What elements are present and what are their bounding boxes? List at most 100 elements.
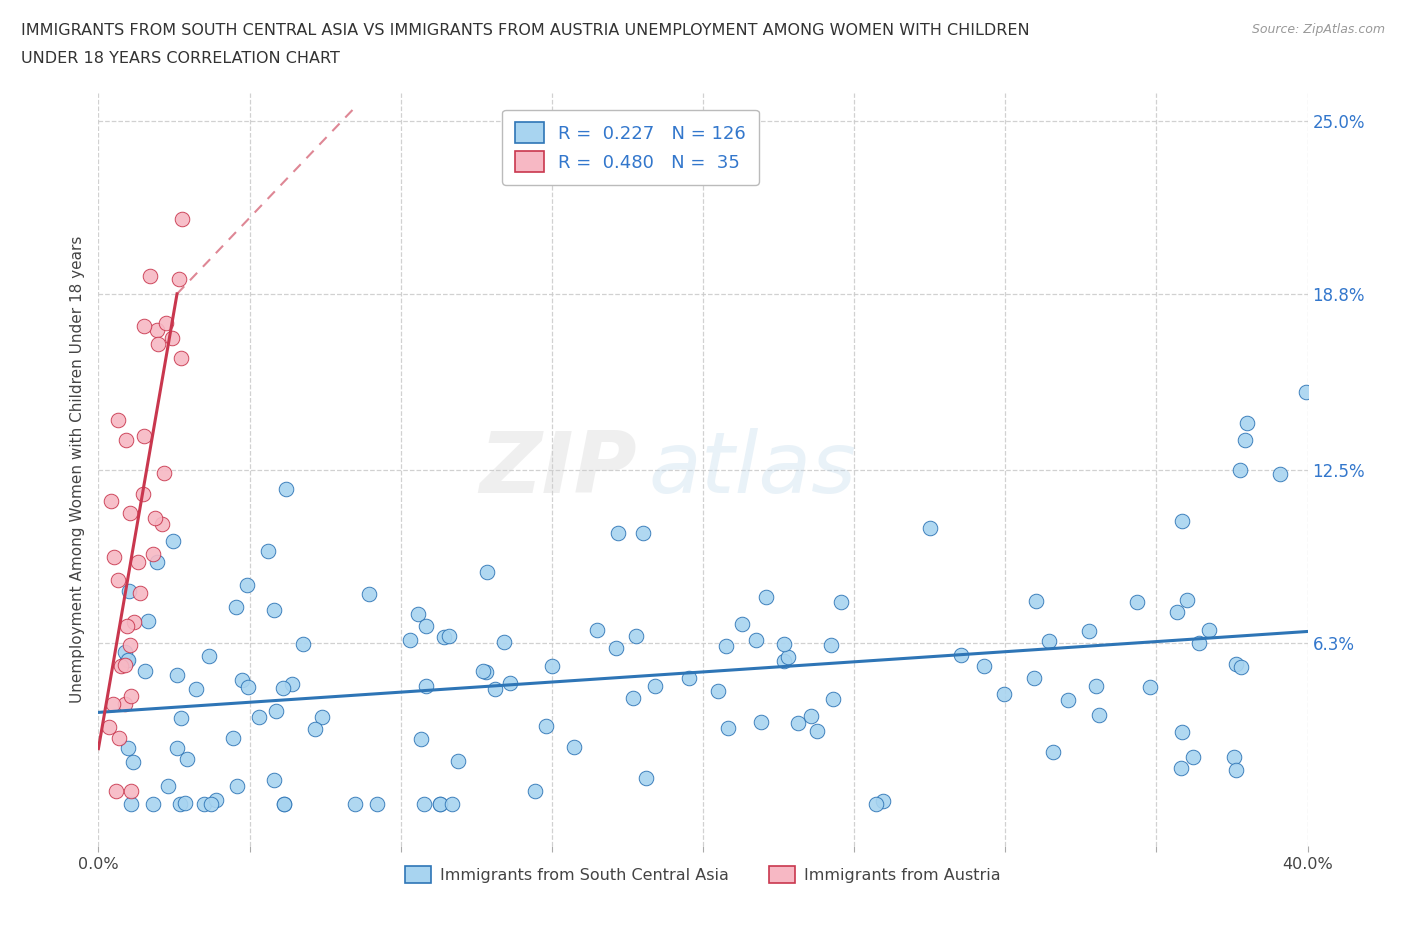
Point bbox=[993, 686, 1015, 701]
Point bbox=[399, 632, 422, 647]
Point bbox=[820, 638, 842, 653]
Point bbox=[429, 797, 451, 812]
Text: atlas: atlas bbox=[648, 428, 856, 512]
Point bbox=[166, 740, 188, 755]
Point bbox=[193, 797, 215, 812]
Point bbox=[150, 517, 173, 532]
Point bbox=[231, 672, 253, 687]
Point bbox=[198, 649, 221, 664]
Point bbox=[169, 272, 191, 286]
Point bbox=[311, 710, 333, 724]
Point bbox=[292, 636, 315, 651]
Point bbox=[176, 751, 198, 766]
Point bbox=[155, 315, 177, 330]
Point bbox=[920, 521, 942, 536]
Point bbox=[162, 330, 184, 345]
Point bbox=[263, 773, 285, 788]
Point bbox=[247, 710, 270, 724]
Y-axis label: Unemployment Among Women with Children Under 18 years: Unemployment Among Women with Children U… bbox=[70, 236, 86, 703]
Point bbox=[1229, 660, 1251, 675]
Point bbox=[139, 269, 162, 284]
Point bbox=[172, 211, 194, 226]
Point bbox=[475, 565, 498, 579]
Point bbox=[273, 797, 295, 812]
Point bbox=[110, 658, 132, 673]
Point bbox=[433, 630, 456, 644]
Point bbox=[1024, 671, 1046, 685]
Point bbox=[143, 511, 166, 525]
Point bbox=[153, 466, 176, 481]
Point bbox=[1270, 466, 1292, 481]
Point bbox=[621, 691, 644, 706]
Point bbox=[226, 778, 249, 793]
Point bbox=[755, 590, 778, 604]
Point bbox=[156, 778, 179, 793]
Point bbox=[120, 783, 142, 798]
Point bbox=[162, 533, 184, 548]
Point bbox=[120, 688, 142, 703]
Point bbox=[973, 658, 995, 673]
Point bbox=[100, 493, 122, 508]
Point bbox=[257, 543, 280, 558]
Point bbox=[406, 606, 429, 621]
Point bbox=[624, 629, 647, 644]
Point bbox=[146, 337, 169, 352]
Point bbox=[411, 732, 433, 747]
Point bbox=[447, 754, 470, 769]
Point bbox=[707, 684, 730, 698]
Point bbox=[606, 526, 628, 541]
Point bbox=[1182, 750, 1205, 764]
Point bbox=[132, 429, 155, 444]
Point bbox=[1198, 622, 1220, 637]
Point bbox=[120, 797, 142, 812]
Point bbox=[136, 613, 159, 628]
Point bbox=[800, 709, 823, 724]
Point bbox=[605, 641, 627, 656]
Point bbox=[281, 677, 304, 692]
Point bbox=[1126, 595, 1149, 610]
Point bbox=[634, 771, 657, 786]
Point bbox=[271, 681, 294, 696]
Point bbox=[142, 546, 165, 561]
Point bbox=[101, 697, 124, 711]
Point bbox=[1085, 678, 1108, 693]
Point bbox=[1171, 513, 1194, 528]
Point bbox=[534, 719, 557, 734]
Point bbox=[117, 741, 139, 756]
Point bbox=[1233, 432, 1256, 447]
Point bbox=[1229, 462, 1251, 477]
Point bbox=[103, 550, 125, 565]
Point bbox=[830, 594, 852, 609]
Point bbox=[631, 525, 654, 540]
Point bbox=[120, 505, 142, 520]
Point bbox=[773, 636, 796, 651]
Point bbox=[1175, 592, 1198, 607]
Point bbox=[129, 586, 152, 601]
Point bbox=[98, 720, 121, 735]
Point bbox=[412, 797, 434, 812]
Point bbox=[142, 797, 165, 812]
Point bbox=[1171, 725, 1194, 740]
Point bbox=[107, 413, 129, 428]
Point bbox=[131, 487, 153, 502]
Point bbox=[806, 724, 828, 738]
Point bbox=[114, 658, 136, 672]
Point bbox=[118, 638, 141, 653]
Point bbox=[1225, 762, 1247, 777]
Point bbox=[1042, 744, 1064, 759]
Point bbox=[1057, 693, 1080, 708]
Point bbox=[678, 671, 700, 685]
Point bbox=[114, 644, 136, 659]
Point bbox=[644, 678, 666, 693]
Point bbox=[717, 720, 740, 735]
Point bbox=[273, 797, 295, 812]
Point bbox=[366, 797, 388, 812]
Point bbox=[872, 793, 894, 808]
Point bbox=[114, 432, 136, 447]
Point bbox=[1139, 680, 1161, 695]
Point bbox=[1038, 633, 1060, 648]
Point bbox=[439, 629, 461, 644]
Point bbox=[222, 731, 245, 746]
Text: ZIP: ZIP bbox=[479, 428, 637, 512]
Point bbox=[585, 622, 607, 637]
